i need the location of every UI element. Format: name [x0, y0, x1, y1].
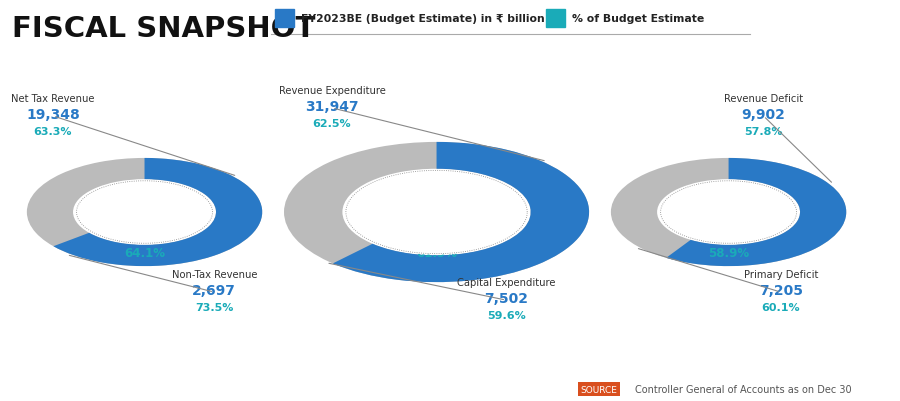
Text: Controller General of Accounts as on Dec 30: Controller General of Accounts as on Dec…	[635, 384, 852, 394]
Text: 58.9%: 58.9%	[708, 246, 749, 259]
Text: 64.1%: 64.1%	[124, 246, 165, 259]
Text: RECEIPTS: RECEIPTS	[111, 199, 178, 212]
Text: 63.3%: 63.3%	[33, 127, 72, 137]
Text: 9,902: 9,902	[742, 107, 786, 122]
Text: 16,612: 16,612	[697, 225, 760, 243]
Text: 61.9%: 61.9%	[416, 246, 457, 259]
Text: DEFICIT: DEFICIT	[701, 199, 756, 212]
Text: 22,837: 22,837	[112, 225, 176, 243]
Text: 57.8%: 57.8%	[744, 127, 783, 137]
Text: 39,449: 39,449	[404, 225, 469, 243]
Text: 31,947: 31,947	[305, 99, 359, 113]
Wedge shape	[284, 143, 590, 282]
Text: FISCAL: FISCAL	[704, 184, 753, 197]
Bar	[545, 10, 564, 28]
Text: Revenue Expenditure: Revenue Expenditure	[278, 86, 385, 95]
Circle shape	[345, 170, 528, 255]
Text: Net Tax Revenue: Net Tax Revenue	[11, 93, 94, 103]
Circle shape	[76, 181, 213, 244]
Text: FY2023BE (Budget Estimate) in ₹ billion: FY2023BE (Budget Estimate) in ₹ billion	[302, 14, 545, 24]
Text: 73.5%: 73.5%	[195, 303, 233, 313]
Text: SOURCE: SOURCE	[580, 385, 617, 394]
Text: 7,205: 7,205	[759, 284, 803, 298]
Wedge shape	[27, 158, 262, 266]
Text: 62.5%: 62.5%	[312, 119, 351, 129]
Text: Primary Deficit: Primary Deficit	[743, 269, 818, 279]
Text: TOTAL: TOTAL	[414, 184, 459, 197]
Wedge shape	[611, 158, 846, 266]
Text: 2,697: 2,697	[193, 284, 236, 298]
Text: 7,502: 7,502	[484, 292, 528, 306]
Text: Revenue Deficit: Revenue Deficit	[724, 93, 803, 103]
Circle shape	[660, 181, 797, 244]
Text: % of Budget Estimate: % of Budget Estimate	[572, 14, 704, 24]
Text: 19,348: 19,348	[26, 107, 80, 122]
Wedge shape	[333, 143, 590, 282]
Text: EXPENDITURE: EXPENDITURE	[388, 199, 485, 212]
Text: 60.1%: 60.1%	[761, 303, 800, 313]
Wedge shape	[666, 158, 846, 266]
Text: FISCAL SNAPSHOT: FISCAL SNAPSHOT	[12, 15, 315, 43]
Text: TOTAL: TOTAL	[122, 184, 166, 197]
Bar	[275, 10, 294, 28]
Wedge shape	[53, 158, 262, 266]
Text: Non-Tax Revenue: Non-Tax Revenue	[172, 269, 257, 279]
Text: Capital Expenditure: Capital Expenditure	[457, 277, 555, 288]
Text: 59.6%: 59.6%	[487, 311, 526, 320]
